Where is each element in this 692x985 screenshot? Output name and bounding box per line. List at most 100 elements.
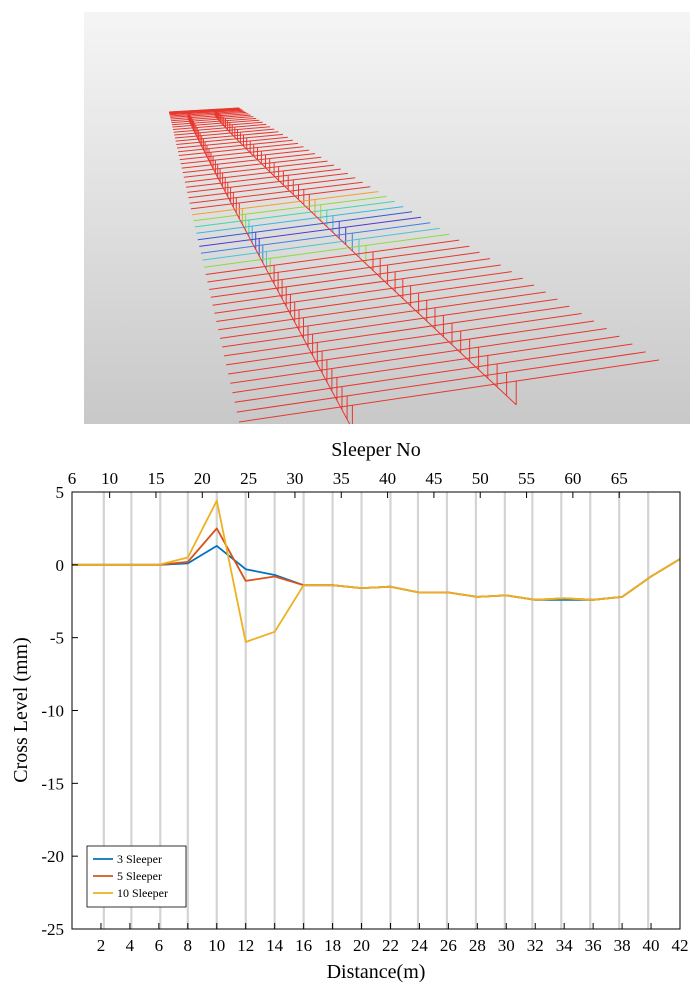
y-tick-label: -10 — [41, 702, 64, 721]
x-tick-label: 18 — [324, 936, 341, 955]
sleeper-line — [169, 109, 242, 115]
sleeper-line — [210, 258, 491, 298]
sleeper-line — [199, 216, 422, 247]
sleeper-line — [174, 126, 271, 136]
top-tick-label: 50 — [472, 469, 489, 488]
sleeper-line — [222, 298, 558, 348]
y-tick-label: -20 — [41, 847, 64, 866]
y-axis-label: Cross Level (mm) — [10, 637, 32, 783]
x-axis-label: Distance(m) — [327, 961, 426, 983]
top-tick-label: 40 — [379, 469, 396, 488]
y-tick-label: -25 — [41, 920, 64, 939]
x-tick-label: 6 — [155, 936, 164, 955]
x-tick-label: 10 — [208, 936, 225, 955]
sleeper-line — [238, 359, 660, 423]
sleeper-line — [172, 119, 260, 128]
sleeper-line — [185, 168, 341, 188]
sleeper-line — [169, 109, 243, 116]
sleeper-line — [189, 181, 363, 204]
sleeper-line — [214, 271, 512, 314]
sleeper-line — [177, 136, 288, 149]
sleeper-line — [169, 110, 245, 117]
top-tick-label: 65 — [611, 469, 628, 488]
sleeper-line — [207, 245, 470, 283]
x-tick-label: 12 — [237, 936, 254, 955]
sleeper-line — [200, 222, 431, 254]
sleeper-line — [182, 156, 322, 174]
sleeper-line — [171, 116, 254, 124]
sleeper-line — [218, 284, 535, 331]
sleeper-line — [188, 177, 356, 199]
sleeper-line — [228, 320, 595, 375]
sleeper-line — [183, 160, 328, 178]
sleeper-line — [205, 239, 460, 275]
sleeper-line — [173, 123, 267, 133]
sleeper-line — [224, 305, 570, 357]
sleeper-line — [212, 264, 501, 306]
sleeper-line — [180, 149, 310, 165]
track-mesh — [168, 107, 660, 424]
sleeper-line — [232, 335, 620, 394]
sleeper-line — [197, 211, 413, 241]
sleeper-line — [174, 128, 275, 139]
sleeper-line — [220, 291, 546, 339]
x-axis-ticks: 2 4 6 8 10 12 14 16 18 20 22 24 26 28 30 32 34 36 38 40 42 — [97, 923, 689, 955]
sleeper-line — [234, 343, 633, 403]
top-tick-label: 15 — [147, 469, 164, 488]
sleeper-line — [192, 191, 379, 216]
track-3d-render — [84, 12, 690, 424]
x-tick-label: 34 — [556, 936, 574, 955]
x-tick-label: 8 — [184, 936, 193, 955]
x-tick-label: 32 — [527, 936, 544, 955]
sleeper-line — [175, 131, 279, 142]
legend-entry: 5 Sleeper — [117, 869, 162, 883]
x-tick-label: 40 — [643, 936, 660, 955]
legend-entry: 3 Sleeper — [117, 852, 162, 866]
cross-level-chart: 50-5-10-15-20-25 2 4 6 8 10 12 14 16 18 20 22 24 26 2… — [10, 439, 689, 983]
sleeper-line — [177, 139, 293, 153]
top-tick-label: 55 — [518, 469, 535, 488]
legend: 3 Sleeper 5 Sleeper 10 Sleeper — [86, 845, 187, 908]
y-tick-label: -5 — [50, 629, 64, 648]
sleeper-line — [176, 133, 284, 145]
legend-entry: 10 Sleeper — [117, 886, 168, 900]
y-axis-ticks: 5 0 -5 -10 -15 -20 -25 — [41, 483, 78, 939]
sleeper-line — [226, 313, 582, 366]
top-tick-label: 6 — [68, 469, 77, 488]
top-tick-label: 30 — [286, 469, 303, 488]
x-tick-label: 20 — [353, 936, 370, 955]
y-tick-label: 5 — [56, 483, 65, 502]
sleeper-line — [184, 164, 335, 183]
sleeper-line — [169, 108, 241, 114]
sleeper-line — [236, 351, 646, 413]
top-axis-label: Sleeper No — [331, 439, 420, 461]
sleeper-line — [230, 328, 607, 384]
x-tick-label: 2 — [97, 936, 106, 955]
x-tick-label: 36 — [585, 936, 602, 955]
sleeper-line — [172, 121, 263, 130]
render-background — [84, 12, 690, 424]
top-axis-ticks: 6 10 15 20 25 30 35 40 45 50 55 60 65 — [68, 469, 628, 498]
sleeper-line — [178, 142, 299, 156]
top-tick-label: 20 — [194, 469, 211, 488]
sleeper-line — [193, 195, 387, 222]
sleeper-line — [170, 113, 249, 120]
sleeper-line — [190, 186, 371, 210]
sleeper-line — [170, 114, 251, 122]
top-tick-label: 25 — [240, 469, 257, 488]
x-tick-label: 16 — [295, 936, 312, 955]
sleeper-line — [209, 251, 480, 290]
sleeper-line — [181, 153, 316, 169]
top-tick-label: 35 — [333, 469, 350, 488]
sleeper-line — [194, 200, 395, 228]
x-tick-label: 42 — [672, 936, 689, 955]
x-tick-label: 28 — [469, 936, 486, 955]
series-line — [72, 499, 681, 643]
y-tick-label: 0 — [56, 556, 65, 575]
top-tick-label: 60 — [564, 469, 581, 488]
sleeper-line — [216, 277, 523, 322]
x-tick-label: 14 — [266, 936, 284, 955]
sleeper-line — [196, 206, 404, 234]
sleeper-line — [204, 233, 450, 268]
series-lines — [72, 499, 681, 643]
